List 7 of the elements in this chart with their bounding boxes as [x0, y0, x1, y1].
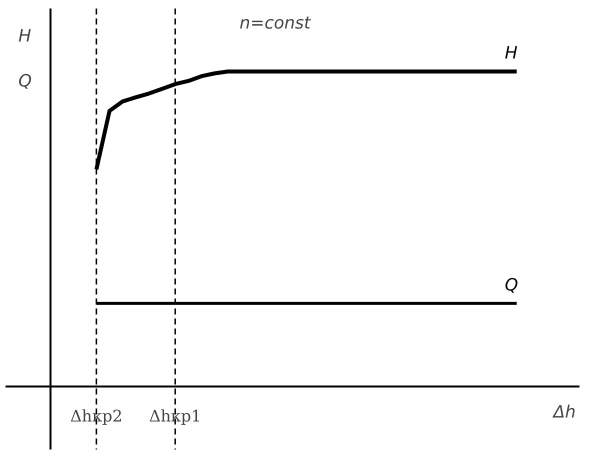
series-label: Q [504, 275, 518, 296]
series-label: H [504, 44, 518, 64]
x-tick-label: Δhкр2 [70, 406, 123, 426]
x-tick-label: Δhкр1 [149, 406, 202, 426]
x-axis-title: Δh [551, 402, 576, 422]
chart-title: n=const [240, 14, 312, 34]
text: H Q [18, 26, 32, 92]
